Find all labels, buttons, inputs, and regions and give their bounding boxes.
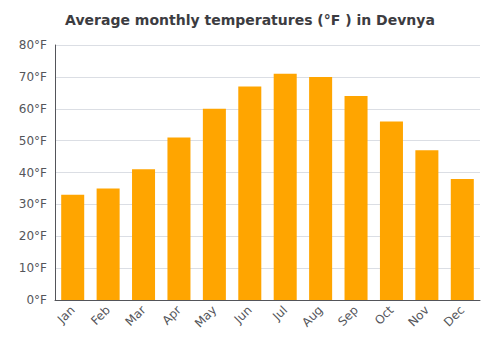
svg-text:0°F: 0°F — [26, 293, 47, 307]
svg-text:70°F: 70°F — [19, 70, 47, 84]
svg-text:50°F: 50°F — [19, 134, 47, 148]
svg-text:Mar: Mar — [123, 303, 149, 329]
svg-text:Apr: Apr — [159, 303, 184, 328]
svg-text:10°F: 10°F — [19, 261, 47, 275]
svg-text:Sep: Sep — [335, 303, 361, 329]
svg-text:Jul: Jul — [269, 303, 290, 324]
svg-text:Oct: Oct — [372, 303, 397, 328]
svg-text:Jan: Jan — [54, 303, 78, 327]
svg-text:80°F: 80°F — [19, 38, 47, 52]
svg-text:20°F: 20°F — [19, 229, 47, 243]
svg-text:Dec: Dec — [441, 303, 467, 329]
svg-text:30°F: 30°F — [19, 197, 47, 211]
svg-text:60°F: 60°F — [19, 102, 47, 116]
svg-text:Jun: Jun — [231, 303, 255, 327]
svg-text:Aug: Aug — [299, 303, 325, 329]
svg-text:May: May — [192, 303, 219, 330]
svg-text:Average monthly temperatures (: Average monthly temperatures (°F ) in De… — [65, 12, 435, 28]
svg-text:40°F: 40°F — [19, 166, 47, 180]
svg-text:Nov: Nov — [405, 303, 431, 329]
svg-text:Feb: Feb — [88, 303, 113, 328]
